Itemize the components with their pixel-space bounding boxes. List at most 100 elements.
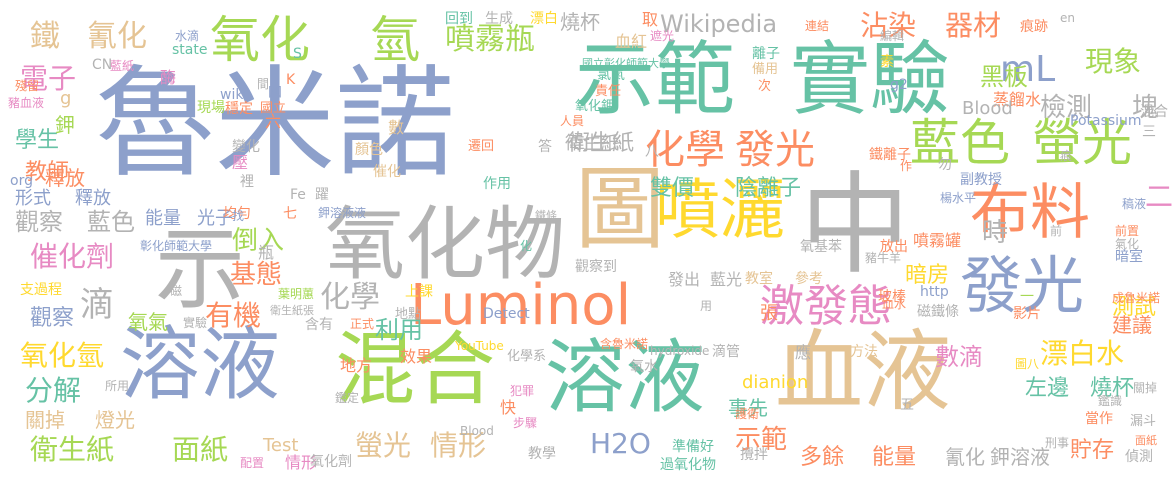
cloud-word: 前置 — [1115, 224, 1140, 238]
cloud-word: 顏色 — [355, 142, 383, 158]
cloud-word: 中 — [800, 161, 910, 289]
cloud-word: 激發態 — [760, 281, 892, 332]
cloud-word: 氰化 — [87, 19, 147, 54]
cloud-word: 有機 — [205, 299, 262, 332]
cloud-word: 變化 — [232, 139, 260, 155]
cloud-word: 血水 — [882, 297, 907, 311]
cloud-word: 建議 — [1112, 313, 1152, 337]
cloud-word: 磁 — [170, 284, 183, 298]
cloud-word: 氧化劑 — [310, 454, 352, 470]
cloud-word: 備用 — [752, 62, 779, 77]
cloud-word: 血紅 — [615, 32, 648, 51]
cloud-word: 螢光 — [1032, 114, 1132, 172]
cloud-word: 氧基苯 — [800, 239, 842, 255]
cloud-word: 藍光 — [710, 270, 743, 289]
cloud-word: 豬血液 — [8, 96, 45, 110]
cloud-word: 痕跡 — [1020, 19, 1048, 35]
cloud-word: 過氧化物 — [660, 457, 716, 473]
cloud-word: 取 — [642, 10, 659, 29]
cloud-word: 基態 — [230, 260, 283, 290]
cloud-word: 數滴 — [935, 343, 983, 371]
cloud-word: 四 — [268, 85, 282, 101]
cloud-word: 噴灑 — [655, 173, 786, 248]
cloud-word: 塊 — [1132, 93, 1159, 123]
cloud-word: 殘留 — [15, 79, 40, 93]
cloud-word: 噴霧瓶 — [445, 22, 535, 57]
cloud-word: 左邊 — [1025, 376, 1070, 401]
cloud-word: 發光 — [960, 249, 1085, 322]
cloud-word: 氧水 — [630, 359, 658, 375]
cloud-word: CN — [92, 57, 113, 73]
cloud-word: 燈光 — [95, 408, 135, 432]
cloud-word: 圖八 — [1015, 357, 1040, 371]
cloud-word: 離子 — [752, 46, 780, 62]
cloud-word: 衛生紙 — [568, 131, 635, 156]
cloud-word: 沾染 — [860, 9, 917, 42]
cloud-word: 關掉 — [1133, 381, 1158, 395]
cloud-word: 電子 — [20, 62, 77, 95]
cloud-word: 觀察 — [15, 208, 63, 236]
cloud-word: 人員 — [560, 114, 585, 128]
cloud-word: 學生 — [15, 128, 60, 153]
cloud-word: 找 — [232, 209, 245, 223]
cloud-word: 地方 — [340, 356, 373, 375]
cloud-word: 鐵 — [30, 19, 60, 54]
cloud-word: 燒杯 — [1090, 376, 1135, 401]
cloud-word: 葉明蕙 — [278, 287, 315, 301]
cloud-word: 裡 — [240, 174, 254, 190]
cloud-word: 教學 — [528, 446, 556, 462]
cloud-word: 雙價 — [650, 176, 695, 201]
cloud-word: 張 — [760, 303, 778, 324]
cloud-word: 攪拌 — [740, 447, 768, 463]
cloud-word: en — [1060, 11, 1075, 25]
cloud-word: 觀察 — [30, 306, 75, 331]
cloud-word: 教室 — [745, 271, 773, 287]
cloud-word: YouTube — [455, 339, 504, 353]
cloud-word: 磁鐵條 — [917, 304, 959, 320]
cloud-word: 漂白 — [530, 11, 558, 27]
cloud-word: 滴管 — [712, 344, 740, 360]
cloud-word: 形式 — [15, 188, 51, 209]
cloud-word: org — [10, 173, 33, 189]
cloud-word: 氣化 — [1115, 237, 1140, 251]
cloud-word: Wikipedia — [660, 10, 778, 38]
cloud-word: Blood — [962, 98, 1013, 119]
cloud-word: 稿液 — [1122, 197, 1147, 211]
cloud-word: 檢測 — [1040, 93, 1093, 123]
cloud-word: 情形 — [285, 453, 318, 472]
cloud-word: 能量 — [872, 445, 917, 470]
cloud-word: 燒杯 — [560, 10, 600, 34]
cloud-word: 素 — [880, 54, 894, 70]
cloud-word: 國立彰化師範大學 — [582, 57, 670, 70]
cloud-word: 氰化 — [945, 445, 985, 469]
cloud-word: 漂白水 — [1040, 337, 1125, 370]
cloud-word: 連結 — [805, 19, 830, 33]
cloud-word: 示 — [155, 217, 245, 322]
cloud-word: 溶液 — [545, 331, 705, 424]
cloud-word: 釋放 — [75, 188, 111, 209]
cloud-word: 含魯米諾 — [600, 337, 649, 351]
cloud-word: 化學 — [645, 127, 725, 173]
cloud-word: 化 — [520, 239, 533, 253]
cloud-word: 影片 — [1013, 306, 1041, 322]
cloud-word: 生成 — [485, 11, 513, 27]
cloud-word: 參考 — [795, 271, 823, 287]
cloud-word: 壓 — [232, 153, 249, 172]
cloud-word: 步驟 — [513, 416, 538, 430]
cloud-word: 鑑識 — [1098, 394, 1123, 408]
cloud-word: 豬牛羊 — [865, 251, 902, 265]
cloud-word: Blood — [460, 424, 494, 438]
cloud-word: 正式 — [350, 317, 375, 331]
cloud-word: 所用 — [105, 379, 130, 393]
cloud-word: 衛生紙 — [565, 133, 619, 154]
cloud-word: 應 — [795, 343, 812, 362]
cloud-word: H2O — [590, 427, 651, 460]
cloud-word: 鉀溶液 — [990, 445, 1050, 469]
cloud-word: 滴 — [80, 285, 114, 325]
cloud-word: Test — [263, 435, 299, 456]
cloud-word: 次 — [758, 79, 772, 94]
cloud-word: 當作 — [1085, 411, 1113, 427]
cloud-word: 螢光 — [355, 429, 412, 462]
cloud-word: 器材 — [945, 9, 1002, 42]
cloud-word: 圖 — [575, 157, 665, 262]
